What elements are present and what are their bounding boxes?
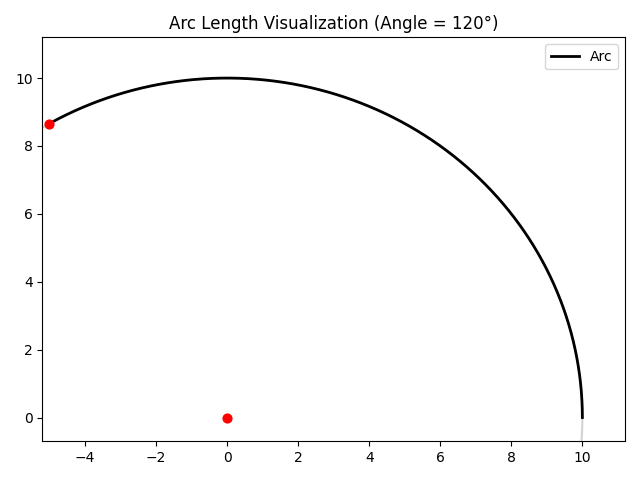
Line: Arc: Arc [49, 78, 582, 418]
Arc [579, 415, 586, 420]
Arc [417, 130, 424, 136]
Arc [170, 79, 178, 85]
Arc [413, 128, 420, 133]
Arc [60, 113, 68, 119]
Arc [374, 107, 381, 113]
Title: Arc Length Visualization (Angle = 120°): Arc Length Visualization (Angle = 120°) [169, 15, 499, 33]
Point [44, 120, 54, 127]
Legend: Arc: Arc [545, 44, 618, 70]
Arc [45, 120, 53, 126]
Arc [337, 93, 344, 98]
Arc [223, 75, 231, 81]
Point [222, 414, 232, 421]
